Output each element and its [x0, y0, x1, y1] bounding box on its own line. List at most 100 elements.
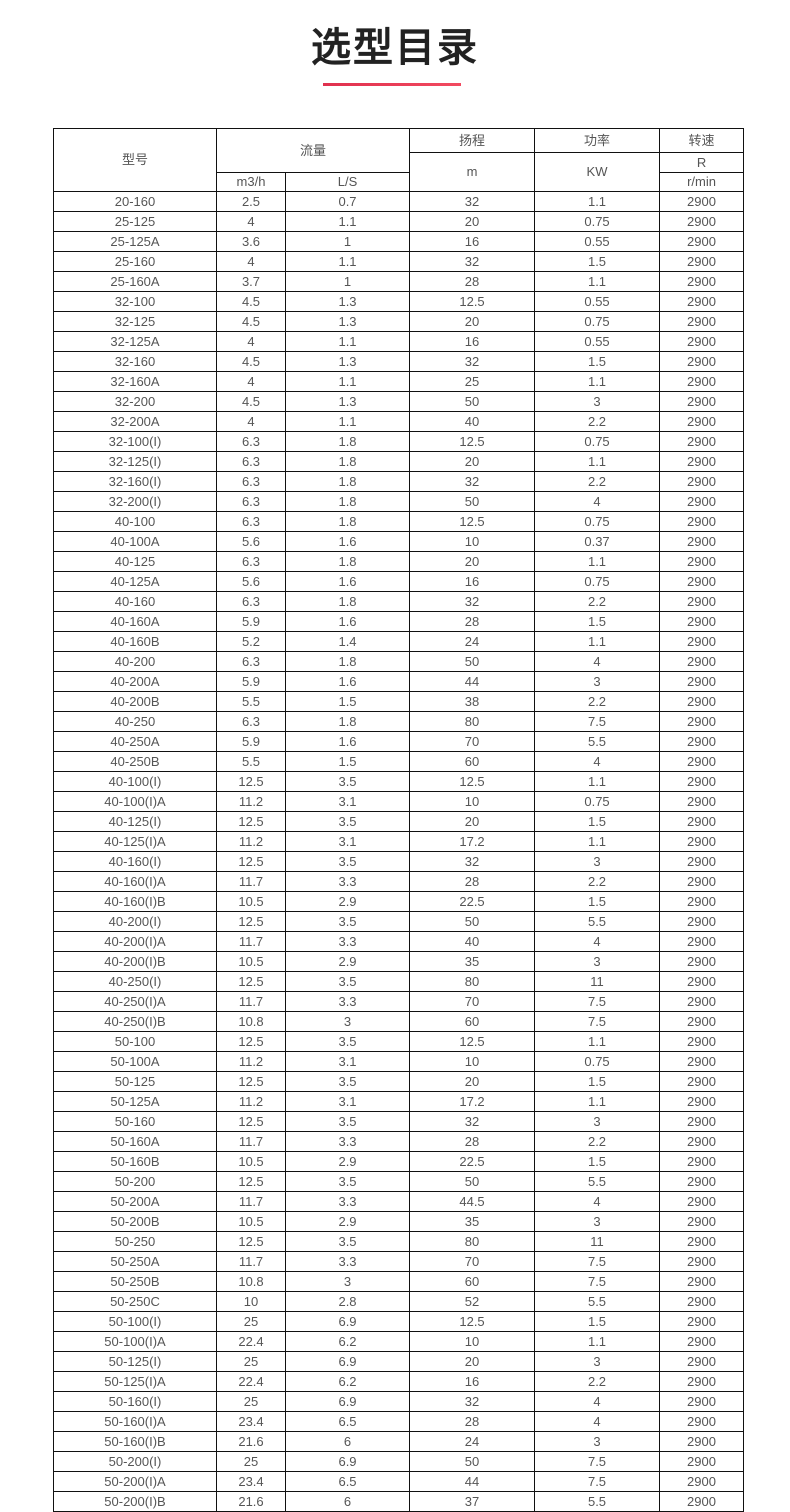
cell-flow-m3h: 6.3 [216, 451, 286, 472]
cell-speed: 2900 [659, 1311, 745, 1332]
table-row: 50-200 12.5 3.5 50 5.5 2900 [53, 1171, 745, 1192]
cell-flow-m3h: 5.6 [216, 531, 286, 552]
header-speed: 转速 [659, 128, 745, 153]
cell-model: 40-125 [53, 551, 217, 572]
table-row: 32-125 4.5 1.3 20 0.75 2900 [53, 311, 745, 332]
cell-flow-m3h: 4 [216, 331, 286, 352]
cell-speed: 2900 [659, 1411, 745, 1432]
table-row: 40-160(I)B 10.5 2.9 22.5 1.5 2900 [53, 891, 745, 912]
cell-flow-ls: 3.5 [284, 1231, 411, 1252]
cell-power: 1.1 [534, 551, 661, 572]
cell-speed: 2900 [659, 251, 745, 272]
cell-flow-ls: 1.3 [284, 391, 411, 412]
cell-head: 20 [409, 1351, 536, 1372]
cell-speed: 2900 [659, 851, 745, 872]
cell-flow-ls: 1.8 [284, 511, 411, 532]
cell-speed: 2900 [659, 1171, 745, 1192]
cell-model: 32-160A [53, 371, 217, 392]
cell-flow-m3h: 10.5 [216, 1211, 286, 1232]
table-row: 40-250 6.3 1.8 80 7.5 2900 [53, 711, 745, 732]
cell-flow-ls: 3.1 [284, 1091, 411, 1112]
cell-power: 0.75 [534, 571, 661, 592]
table-row: 32-125(I) 6.3 1.8 20 1.1 2900 [53, 451, 745, 472]
cell-power: 0.55 [534, 331, 661, 352]
cell-head: 32 [409, 251, 536, 272]
cell-flow-ls: 3.5 [284, 771, 411, 792]
cell-flow-m3h: 10.5 [216, 951, 286, 972]
cell-model: 40-200(I)A [53, 931, 217, 952]
cell-speed: 2900 [659, 631, 745, 652]
cell-model: 50-160A [53, 1131, 217, 1152]
cell-model: 32-125(I) [53, 451, 217, 472]
cell-head: 32 [409, 1391, 536, 1412]
cell-speed: 2900 [659, 1471, 745, 1492]
cell-model: 50-160(I)B [53, 1431, 217, 1452]
cell-head: 50 [409, 1451, 536, 1472]
header-power: 功率 [534, 128, 661, 153]
cell-flow-ls: 1.8 [284, 471, 411, 492]
cell-speed: 2900 [659, 1011, 745, 1032]
cell-flow-ls: 1.8 [284, 551, 411, 572]
cell-speed: 2900 [659, 1371, 745, 1392]
cell-speed: 2900 [659, 691, 745, 712]
table-row: 40-250(I)B 10.8 3 60 7.5 2900 [53, 1011, 745, 1032]
cell-model: 40-100(I) [53, 771, 217, 792]
cell-head: 70 [409, 1251, 536, 1272]
table-row: 32-200 4.5 1.3 50 3 2900 [53, 391, 745, 412]
cell-flow-ls: 1.1 [284, 371, 411, 392]
table-row: 40-200 6.3 1.8 50 4 2900 [53, 651, 745, 672]
cell-power: 2.2 [534, 691, 661, 712]
cell-speed: 2900 [659, 1231, 745, 1252]
cell-head: 25 [409, 371, 536, 392]
cell-flow-ls: 3.5 [284, 971, 411, 992]
cell-model: 40-160A [53, 611, 217, 632]
cell-flow-m3h: 4 [216, 211, 286, 232]
cell-flow-ls: 6.9 [284, 1351, 411, 1372]
cell-head: 50 [409, 651, 536, 672]
cell-head: 16 [409, 571, 536, 592]
cell-head: 44 [409, 1471, 536, 1492]
cell-power: 1.5 [534, 1311, 661, 1332]
cell-model: 32-200 [53, 391, 217, 412]
cell-flow-ls: 6.9 [284, 1391, 411, 1412]
table-row: 40-100(I)A 11.2 3.1 10 0.75 2900 [53, 791, 745, 812]
cell-flow-ls: 1.1 [284, 211, 411, 232]
cell-flow-m3h: 21.6 [216, 1431, 286, 1452]
cell-model: 50-200(I)B [53, 1491, 217, 1512]
cell-flow-ls: 3.3 [284, 1191, 411, 1212]
cell-model: 50-200 [53, 1171, 217, 1192]
cell-flow-m3h: 5.9 [216, 731, 286, 752]
cell-speed: 2900 [659, 491, 745, 512]
cell-power: 1.1 [534, 191, 661, 212]
cell-flow-m3h: 11.2 [216, 1091, 286, 1112]
cell-power: 3 [534, 1211, 661, 1232]
table-row: 32-100(I) 6.3 1.8 12.5 0.75 2900 [53, 431, 745, 452]
cell-model: 50-125(I)A [53, 1371, 217, 1392]
cell-power: 4 [534, 1191, 661, 1212]
cell-model: 50-125(I) [53, 1351, 217, 1372]
cell-head: 16 [409, 1371, 536, 1392]
cell-flow-ls: 1.6 [284, 571, 411, 592]
cell-head: 40 [409, 411, 536, 432]
cell-speed: 2900 [659, 671, 745, 692]
cell-head: 44.5 [409, 1191, 536, 1212]
cell-head: 32 [409, 471, 536, 492]
cell-power: 0.75 [534, 511, 661, 532]
cell-power: 1.1 [534, 1031, 661, 1052]
table-row: 40-160(I) 12.5 3.5 32 3 2900 [53, 851, 745, 872]
cell-flow-ls: 1 [284, 271, 411, 292]
cell-speed: 2900 [659, 751, 745, 772]
cell-model: 32-200A [53, 411, 217, 432]
cell-flow-m3h: 12.5 [216, 851, 286, 872]
cell-flow-ls: 6.5 [284, 1411, 411, 1432]
cell-speed: 2900 [659, 1251, 745, 1272]
table-row: 50-250B 10.8 3 60 7.5 2900 [53, 1271, 745, 1292]
cell-flow-m3h: 5.2 [216, 631, 286, 652]
table-row: 40-200(I)A 11.7 3.3 40 4 2900 [53, 931, 745, 952]
cell-model: 40-125(I)A [53, 831, 217, 852]
cell-flow-m3h: 22.4 [216, 1331, 286, 1352]
cell-power: 7.5 [534, 1251, 661, 1272]
cell-head: 60 [409, 1011, 536, 1032]
cell-flow-ls: 1.1 [284, 251, 411, 272]
table-row: 32-100 4.5 1.3 12.5 0.55 2900 [53, 291, 745, 312]
